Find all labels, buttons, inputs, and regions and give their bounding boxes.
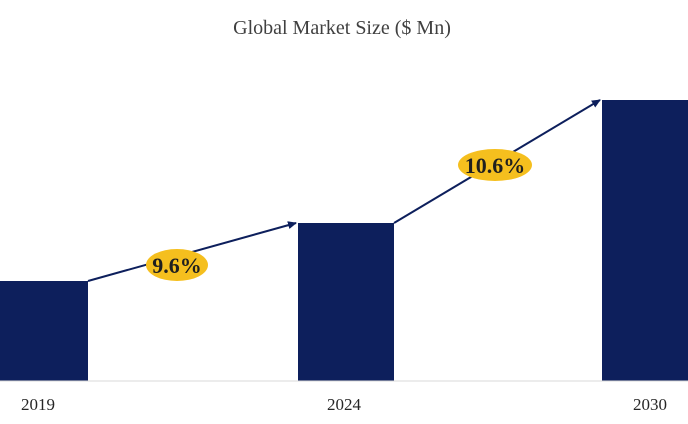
chart-title: Global Market Size ($ Mn) (233, 17, 451, 39)
cagr-label-2024-2030: 10.6% (465, 153, 526, 178)
bar-2024 (298, 223, 394, 381)
x-tick-label-2024: 2024 (327, 395, 362, 414)
cagr-badge-2024-2030 (458, 149, 532, 181)
cagr-badge-2019-2024 (146, 249, 208, 281)
cagr-label-2019-2024: 9.6% (152, 253, 202, 278)
bars-layer (0, 100, 688, 381)
bar-2030 (602, 100, 688, 381)
x-tick-label-2030: 2030 (633, 395, 667, 414)
growth-labels-layer: 9.6% 10.6% (146, 149, 532, 281)
x-tick-label-2019: 2019 (21, 395, 55, 414)
bar-2019 (0, 281, 88, 381)
x-tick-labels: 2019 2024 2030 (21, 395, 667, 414)
